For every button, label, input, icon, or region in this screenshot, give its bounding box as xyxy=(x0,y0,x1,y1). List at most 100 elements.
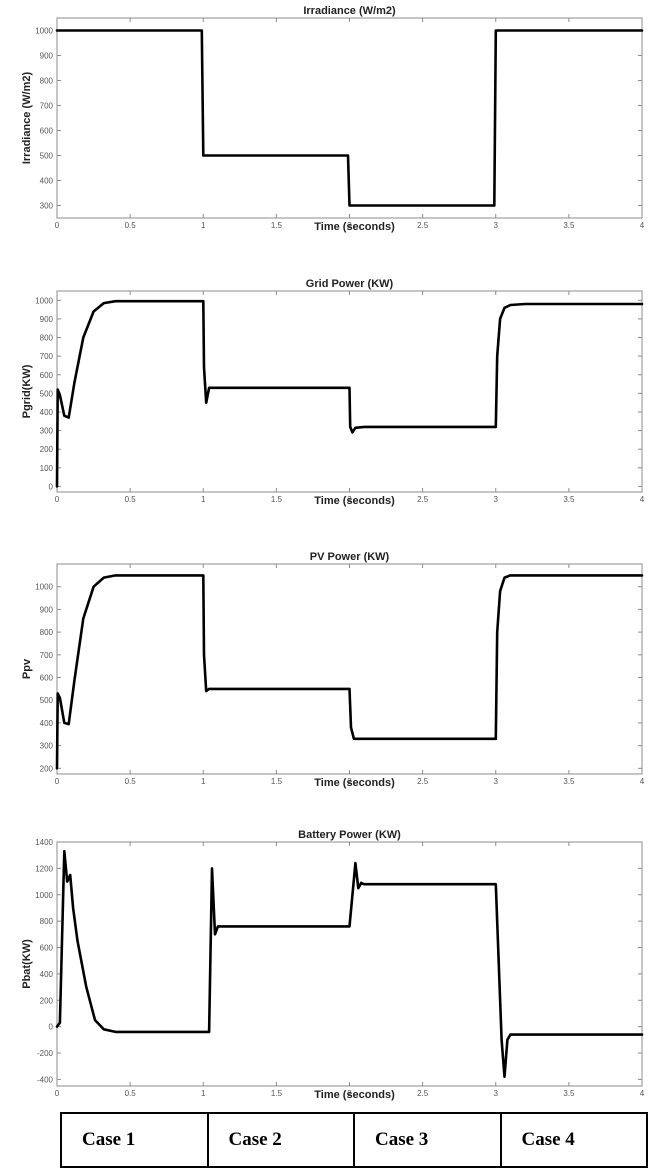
x-tick-label: 0.5 xyxy=(125,777,137,786)
case-table: Case 1 Case 2 Case 3 Case 4 xyxy=(60,1112,648,1168)
plot-area xyxy=(56,841,643,1087)
chart-title: PV Power (KW) xyxy=(310,551,390,563)
y-tick-label: 0 xyxy=(49,482,54,491)
y-tick-label: 1000 xyxy=(35,296,53,305)
chart-title: Grid Power (KW) xyxy=(306,278,394,290)
x-tick-label: 0 xyxy=(55,777,60,786)
y-tick-label: 1000 xyxy=(35,583,53,592)
x-tick-label: 3 xyxy=(494,777,499,786)
case-2-cell: Case 2 xyxy=(206,1112,355,1168)
x-tick-label: 1 xyxy=(201,777,206,786)
x-axis-label: Time (seconds) xyxy=(314,1089,395,1101)
y-tick-label: 100 xyxy=(40,464,54,473)
x-tick-label: 4 xyxy=(640,495,645,504)
x-tick-label: 0.5 xyxy=(125,495,137,504)
y-tick-label: 800 xyxy=(40,77,54,86)
x-tick-label: 4 xyxy=(640,777,645,786)
x-tick-label: 1.5 xyxy=(271,1089,283,1098)
x-tick-label: 1 xyxy=(201,221,206,230)
x-tick-label: 3 xyxy=(494,495,499,504)
y-tick-label: 500 xyxy=(40,389,54,398)
chart-4: 0 0.5 1 1.5 2 2.5 3 3.5 4 -400 -200 0 200 400 600 800 10… xyxy=(21,829,645,1101)
x-tick-label: 1.5 xyxy=(271,221,283,230)
y-tick-label: 900 xyxy=(40,315,54,324)
y-tick-label: 400 xyxy=(40,408,54,417)
y-tick-label: 500 xyxy=(40,152,54,161)
x-axis-label: Time (seconds) xyxy=(314,221,395,233)
y-axis-label: Pgrid(KW) xyxy=(21,364,33,418)
y-tick-label: 800 xyxy=(40,628,54,637)
y-axis-label: Irradiance (W/m2) xyxy=(21,72,33,165)
chart-title: Irradiance (W/m2) xyxy=(303,5,396,17)
y-axis-label: Pbat(KW) xyxy=(21,939,33,989)
y-tick-label: 400 xyxy=(40,719,54,728)
x-tick-label: 3 xyxy=(494,1089,499,1098)
y-tick-label: 400 xyxy=(40,970,54,979)
y-tick-label: 700 xyxy=(40,102,54,111)
x-tick-label: 2.5 xyxy=(417,777,429,786)
x-tick-label: 2.5 xyxy=(417,495,429,504)
case-4-cell: Case 4 xyxy=(499,1112,648,1168)
x-tick-label: 1 xyxy=(201,495,206,504)
y-tick-label: 200 xyxy=(40,764,54,773)
y-tick-label: 600 xyxy=(40,127,54,136)
x-tick-label: 2 xyxy=(347,221,352,230)
y-tick-label: 600 xyxy=(40,371,54,380)
y-tick-label: 1000 xyxy=(35,891,53,900)
x-tick-label: 1.5 xyxy=(271,495,283,504)
y-tick-label: 700 xyxy=(40,651,54,660)
case-1-cell: Case 1 xyxy=(60,1112,209,1168)
y-tick-label: 700 xyxy=(40,352,54,361)
y-tick-label: -200 xyxy=(37,1049,54,1058)
y-tick-label: 1400 xyxy=(35,838,53,847)
x-tick-label: 2 xyxy=(347,777,352,786)
plot-area xyxy=(56,563,643,775)
y-tick-label: 800 xyxy=(40,334,54,343)
x-axis-label: Time (seconds) xyxy=(314,495,395,507)
x-tick-label: 0 xyxy=(55,1089,60,1098)
series-line-1 xyxy=(55,574,644,770)
x-tick-label: 3.5 xyxy=(563,221,575,230)
x-tick-label: 1 xyxy=(201,1089,206,1098)
x-tick-label: 2.5 xyxy=(417,1089,429,1098)
y-tick-label: 200 xyxy=(40,445,54,454)
chart-2: 0 0.5 1 1.5 2 2.5 3 3.5 4 0 100 200 300 400 500 600 700 8… xyxy=(21,278,645,507)
y-tick-label: 400 xyxy=(40,177,54,186)
y-tick-label: 300 xyxy=(40,742,54,751)
x-tick-label: 4 xyxy=(640,1089,645,1098)
x-tick-label: 2.5 xyxy=(417,221,429,230)
case-row: Case 1 Case 2 Case 3 Case 4 xyxy=(60,1112,648,1168)
y-tick-label: 1000 xyxy=(35,27,53,36)
y-tick-label: 0 xyxy=(49,1023,54,1032)
y-tick-label: 600 xyxy=(40,674,54,683)
series-line-1 xyxy=(55,29,644,207)
y-tick-label: 900 xyxy=(40,605,54,614)
x-tick-label: 2 xyxy=(347,495,352,504)
x-tick-label: 0 xyxy=(55,221,60,230)
chart-title: Battery Power (KW) xyxy=(298,829,401,841)
x-tick-label: 0.5 xyxy=(125,221,137,230)
chart-1: 0 0.5 1 1.5 2 2.5 3 3.5 4 300 400 500 600 700 800 900 10… xyxy=(21,5,645,233)
series-line-1 xyxy=(55,849,644,1079)
y-tick-label: 200 xyxy=(40,996,54,1005)
y-tick-label: 1200 xyxy=(35,864,53,873)
y-tick-label: 300 xyxy=(40,427,54,436)
y-axis-label: Ppv xyxy=(21,658,33,679)
y-tick-label: 300 xyxy=(40,202,54,211)
x-tick-label: 4 xyxy=(640,221,645,230)
y-tick-label: 600 xyxy=(40,944,54,953)
charts-canvas: 0 0.5 1 1.5 2 2.5 3 3.5 430040050060070080090010… xyxy=(21,5,645,1101)
x-tick-label: 3.5 xyxy=(563,777,575,786)
y-tick-label: 800 xyxy=(40,917,54,926)
x-tick-label: 3 xyxy=(494,221,499,230)
y-tick-label: -400 xyxy=(37,1075,54,1084)
series-line-1 xyxy=(55,299,644,488)
x-tick-label: 3.5 xyxy=(563,1089,575,1098)
x-tick-label: 0 xyxy=(55,495,60,504)
case-3-cell: Case 3 xyxy=(353,1112,502,1168)
y-tick-label: 900 xyxy=(40,52,54,61)
x-axis-label: Time (seconds) xyxy=(314,777,395,789)
x-tick-label: 2 xyxy=(347,1089,352,1098)
x-tick-label: 0.5 xyxy=(125,1089,137,1098)
x-tick-label: 3.5 xyxy=(563,495,575,504)
